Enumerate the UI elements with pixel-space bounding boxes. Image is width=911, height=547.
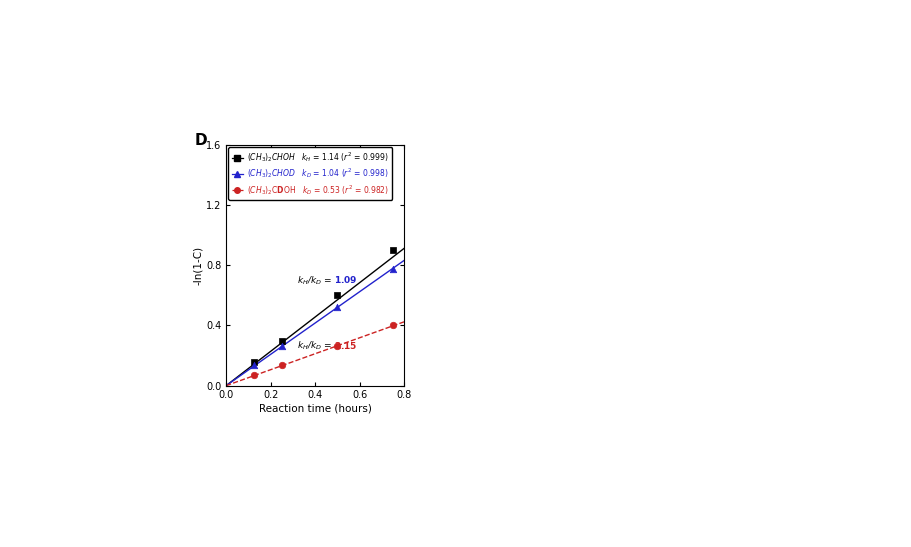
Point — [274, 336, 289, 345]
Point — [246, 360, 261, 369]
Point — [274, 341, 289, 350]
Point — [246, 358, 261, 366]
Point — [385, 246, 400, 255]
Text: D: D — [194, 133, 207, 148]
Point — [330, 302, 344, 311]
Point — [385, 321, 400, 330]
Point — [385, 265, 400, 274]
Text: $\mathbf{1.09}$: $\mathbf{1.09}$ — [333, 275, 357, 286]
Text: $\mathbf{2.15}$: $\mathbf{2.15}$ — [333, 340, 357, 351]
Text: $k_H$/$k_D$ =: $k_H$/$k_D$ = — [297, 340, 333, 352]
Point — [330, 341, 344, 350]
X-axis label: Reaction time (hours): Reaction time (hours) — [259, 403, 371, 414]
Y-axis label: -ln(1-C): -ln(1-C) — [193, 246, 203, 285]
Point — [246, 371, 261, 380]
Point — [274, 361, 289, 370]
Point — [330, 291, 344, 300]
Text: $k_H$/$k_D$ =: $k_H$/$k_D$ = — [297, 275, 333, 287]
Legend: $(CH_3)_2CHOH$   $k_H$ = 1.14 ($r^2$ = 0.999), $(CH_3)_2CHOD$   $k_D$ = 1.04 ($r: $(CH_3)_2CHOH$ $k_H$ = 1.14 ($r^2$ = 0.9… — [229, 147, 392, 200]
